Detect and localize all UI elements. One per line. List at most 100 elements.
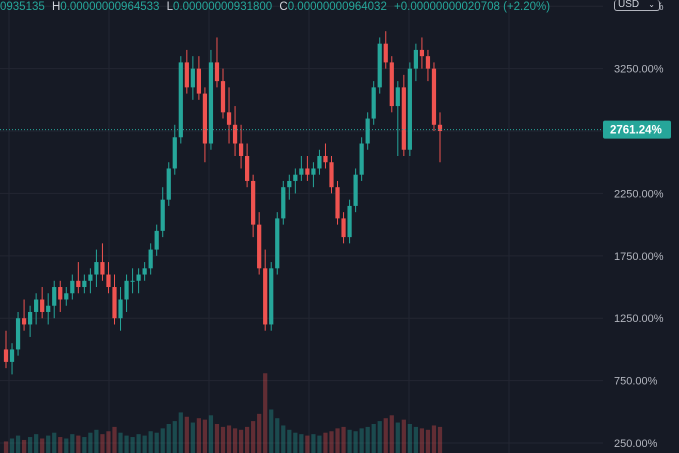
candle-body [226,112,232,125]
volume-bar [130,437,135,453]
volume-bar [154,432,159,453]
volume-bar [311,434,316,453]
volume-bar [15,435,21,453]
volume-bar [34,434,39,453]
volume-bar [371,424,376,453]
volume-bar [178,412,183,453]
candle-body [353,174,358,206]
volume-bar [220,426,226,453]
candle-body [58,287,63,300]
currency-label: USD [618,0,640,10]
candle-body [46,305,51,312]
candle-body [275,218,280,269]
candle-body [208,62,214,144]
volume-bar [299,434,304,453]
candle-body [196,68,201,94]
candle-body [281,187,286,219]
volume-bar [106,431,111,453]
candle-body [190,68,195,88]
volume-bar [112,426,117,453]
volume-bar [226,425,232,453]
currency-selector[interactable]: USD ⌄ [614,0,660,11]
candle-body [269,268,274,325]
legend-low-label: L [166,1,174,13]
candle-body [395,87,400,107]
volume-bar [251,421,256,453]
volume-bar [335,428,340,453]
candle-body [94,262,99,275]
volume-bar [232,428,238,453]
candle-body [341,218,346,238]
y-tick-label: 2250.00% [614,188,664,200]
candle-body [377,43,382,88]
candle-body [425,56,431,69]
volume-bar [317,435,322,453]
candle-body [112,287,117,319]
candle-body [40,299,45,312]
candle-body [245,155,250,181]
volume-bar [100,434,105,453]
volume-bar [64,438,69,453]
candle-body [202,93,208,144]
chevron-down-icon: ⌄ [648,0,655,9]
volume-bar [21,439,27,453]
legend-change-value: +0.00000000020708 (+2.20%) [394,1,551,13]
volume-bar [208,415,214,453]
candle-body [21,318,27,325]
candle-body [28,311,33,325]
volume-bar [238,429,244,453]
candle-body [184,62,189,88]
volume-bar [377,421,382,453]
volume-bar [257,413,262,453]
volume-bar [383,418,388,453]
candle-body [431,68,437,125]
candle-body [305,168,310,175]
candle-body [359,143,364,175]
candle-body [287,180,292,188]
candle-body [88,274,93,281]
volume-bar [196,418,201,453]
legend-open-value: 0935135 [0,1,45,13]
volume-bar [401,419,406,453]
candle-body [166,168,171,200]
volume-bar [437,426,443,453]
candle-body [323,155,328,163]
y-tick-label: 1250.00% [614,313,664,325]
volume-bar [94,429,99,453]
candle-body [52,287,57,306]
candle-body [238,143,244,156]
last-price-badge: 2761.24% [603,120,671,139]
volume-bar [305,435,310,453]
volume-bar [76,435,81,453]
candle-body [220,81,226,113]
volume-bar [58,437,63,453]
price-axis[interactable]: 3750.00%3250.00%2750.00%2250.00%1750.00%… [614,1,664,450]
volume-bar [118,432,123,453]
volume-bar [263,373,268,453]
candle-body [214,62,220,82]
volume-bars [3,373,443,453]
volume-bar [136,434,141,453]
volume-bar [3,441,9,453]
volume-bar [124,435,129,453]
candle-body [407,68,412,150]
volume-bar [287,429,292,453]
legend-close-label: C [279,1,288,13]
candle-body [172,137,177,169]
volume-bar [347,429,352,453]
volume-bar [419,428,425,453]
candle-body [263,268,268,325]
volume-bar [323,432,328,453]
volume-bar [389,415,394,453]
candle-body [100,262,105,275]
volume-bar [214,424,220,453]
candle-body [9,349,15,362]
volume-bar [148,431,153,453]
volume-bar [359,428,364,453]
candle-body [130,280,135,282]
candle-body [401,87,406,150]
ohlc-legend: 0935135 H0.00000000964533 L0.00000000931… [0,0,550,14]
volume-bar [172,421,177,453]
volume-bar [70,434,75,453]
